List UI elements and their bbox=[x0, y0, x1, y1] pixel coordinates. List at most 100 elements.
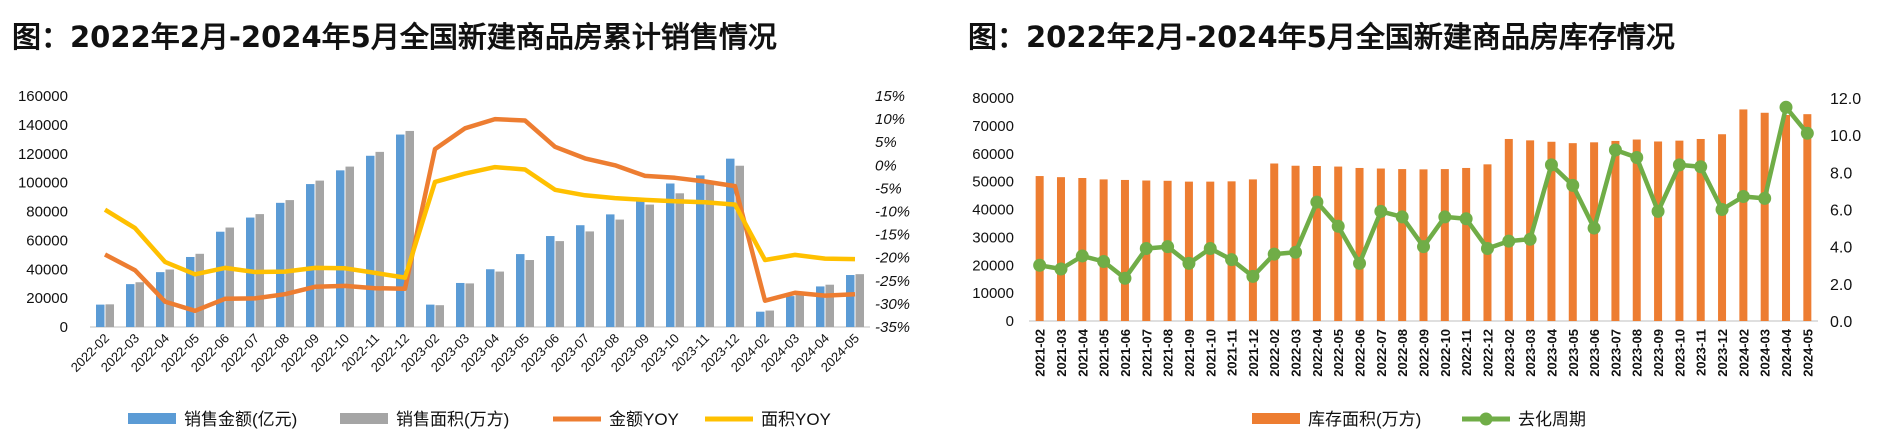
cycle-point bbox=[1758, 191, 1772, 205]
y-tick-label: 60000 bbox=[26, 232, 68, 249]
inventory-bar bbox=[1184, 181, 1193, 321]
x-tick-label: 2021-12 bbox=[1246, 329, 1261, 377]
x-tick-label: 2023-07 bbox=[1608, 329, 1623, 377]
x-tick-label: 2024-03 bbox=[1758, 329, 1773, 377]
inventory-bar bbox=[1696, 138, 1705, 321]
cycle-point bbox=[1544, 158, 1558, 172]
x-tick-label: 2021-05 bbox=[1097, 329, 1112, 377]
legend-label: 去化周期 bbox=[1518, 410, 1586, 429]
y2-tick-label: 0.0 bbox=[1830, 314, 1852, 331]
amount-bar bbox=[456, 282, 465, 327]
cycle-point bbox=[1075, 249, 1089, 263]
x-tick-label: 2021-04 bbox=[1075, 328, 1090, 376]
cycle-point bbox=[1566, 178, 1580, 192]
x-tick-label: 2024-04 bbox=[1779, 328, 1794, 376]
cycle-point bbox=[1161, 240, 1175, 254]
y-tick-label: 140000 bbox=[18, 117, 68, 134]
y2-tick-label: -15% bbox=[875, 227, 910, 244]
area-bar bbox=[795, 294, 804, 327]
cycle-point bbox=[1033, 258, 1047, 272]
y-tick-label: 20000 bbox=[972, 257, 1014, 274]
y-tick-label: 40000 bbox=[26, 261, 68, 278]
cycle-point bbox=[1182, 256, 1196, 270]
y2-tick-label: 0% bbox=[875, 157, 897, 174]
x-tick-label: 2022-05 bbox=[1331, 329, 1346, 377]
x-tick-label: 2022-07 bbox=[1374, 329, 1389, 377]
y2-tick-label: -5% bbox=[875, 180, 902, 197]
y-tick-label: 80000 bbox=[26, 204, 68, 221]
amount-bar bbox=[276, 202, 285, 327]
amount-bar bbox=[756, 311, 765, 327]
area-bar bbox=[465, 283, 474, 327]
cycle-point bbox=[1310, 195, 1324, 209]
area-bar bbox=[165, 269, 174, 327]
inventory-bar bbox=[1120, 179, 1129, 321]
cycle-point bbox=[1353, 256, 1367, 270]
x-tick-label: 2021-03 bbox=[1054, 329, 1069, 377]
amount-bar bbox=[186, 256, 195, 327]
y2-tick-label: 5% bbox=[875, 134, 897, 151]
cycle-point bbox=[1608, 143, 1622, 157]
inventory-bar bbox=[1248, 179, 1257, 321]
amount-bar bbox=[486, 269, 495, 327]
x-tick-label: 2021-11 bbox=[1225, 329, 1240, 376]
y2-tick-label: -30% bbox=[875, 296, 910, 313]
y2-tick-label: -25% bbox=[875, 273, 910, 290]
x-tick-label: 2022-02 bbox=[1267, 329, 1282, 377]
amount-bar bbox=[336, 170, 345, 327]
y-tick-label: 10000 bbox=[972, 285, 1014, 302]
cycle-point bbox=[1502, 234, 1516, 248]
cycle-point bbox=[1225, 253, 1239, 267]
amount-bar bbox=[216, 231, 225, 327]
x-tick-label: 2021-09 bbox=[1182, 329, 1197, 377]
area-bar bbox=[825, 284, 834, 327]
inventory-panel: 图：2022年2月-2024年5月全国新建商品房库存情况 0 10000 20000… bbox=[955, 0, 1891, 442]
area-bar bbox=[645, 204, 654, 327]
x-tick-label: 2022-08 bbox=[1395, 329, 1410, 377]
cycle-point bbox=[1523, 232, 1537, 246]
inventory-bar bbox=[1760, 112, 1769, 322]
inventory-bar bbox=[1355, 167, 1364, 321]
cycle-point bbox=[1630, 150, 1644, 164]
x-tick-label: 2021-02 bbox=[1033, 329, 1048, 377]
inventory-bar bbox=[1739, 109, 1748, 322]
cycle-point bbox=[1672, 158, 1686, 172]
inventory-bar bbox=[1718, 134, 1727, 321]
area-bar bbox=[495, 271, 504, 327]
x-tick-label: 2023-11 bbox=[1694, 329, 1709, 376]
y-tick-label: 30000 bbox=[972, 229, 1014, 246]
amount-yoy-line bbox=[103, 116, 856, 314]
y-tick-label: 0 bbox=[1006, 313, 1014, 330]
area-bar bbox=[135, 282, 144, 327]
legend-label: 销售金额(亿元) bbox=[184, 410, 297, 429]
x-tick-label: 2021-06 bbox=[1118, 329, 1133, 377]
cycle-point bbox=[1054, 262, 1068, 276]
x-tick-label: 2021-10 bbox=[1203, 329, 1218, 377]
legend-swatch bbox=[340, 413, 388, 424]
area-bar bbox=[585, 231, 594, 327]
area-bar bbox=[855, 274, 864, 327]
sales-panel: 图：2022年2月-2024年5月全国新建商品房累计销售情况 0 20000 400… bbox=[12, 20, 910, 429]
legend-label: 库存面积(万方) bbox=[1308, 410, 1421, 429]
y-tick-label: 50000 bbox=[972, 174, 1014, 191]
inventory-chart-title: 图：2022年2月-2024年5月全国新建商品房库存情况 bbox=[968, 20, 1675, 54]
amount-bar bbox=[666, 183, 675, 327]
cycle-point bbox=[1097, 255, 1111, 269]
legend-swatch bbox=[128, 413, 176, 424]
amount-bar bbox=[366, 155, 375, 327]
cycle-point bbox=[1374, 204, 1388, 218]
x-tick-label: 2024-02 bbox=[1736, 329, 1751, 377]
inventory-chart: 0 10000 20000 30000 40000 50000 60000 70000 8000… bbox=[972, 90, 1861, 429]
cycle-point bbox=[1289, 245, 1303, 259]
cycle-point bbox=[1694, 160, 1708, 174]
amount-bar bbox=[516, 254, 525, 327]
x-tick-label: 2022-12 bbox=[1480, 329, 1495, 377]
amount-bar bbox=[696, 175, 705, 327]
cycle-point bbox=[1203, 242, 1217, 256]
inventory-bar bbox=[1462, 167, 1471, 321]
area-bar bbox=[315, 180, 324, 327]
x-tick-label: 2022-03 bbox=[1289, 329, 1304, 377]
inventory-bar bbox=[1334, 166, 1343, 321]
amount-bar bbox=[576, 225, 585, 327]
inventory-bar bbox=[1547, 141, 1556, 321]
